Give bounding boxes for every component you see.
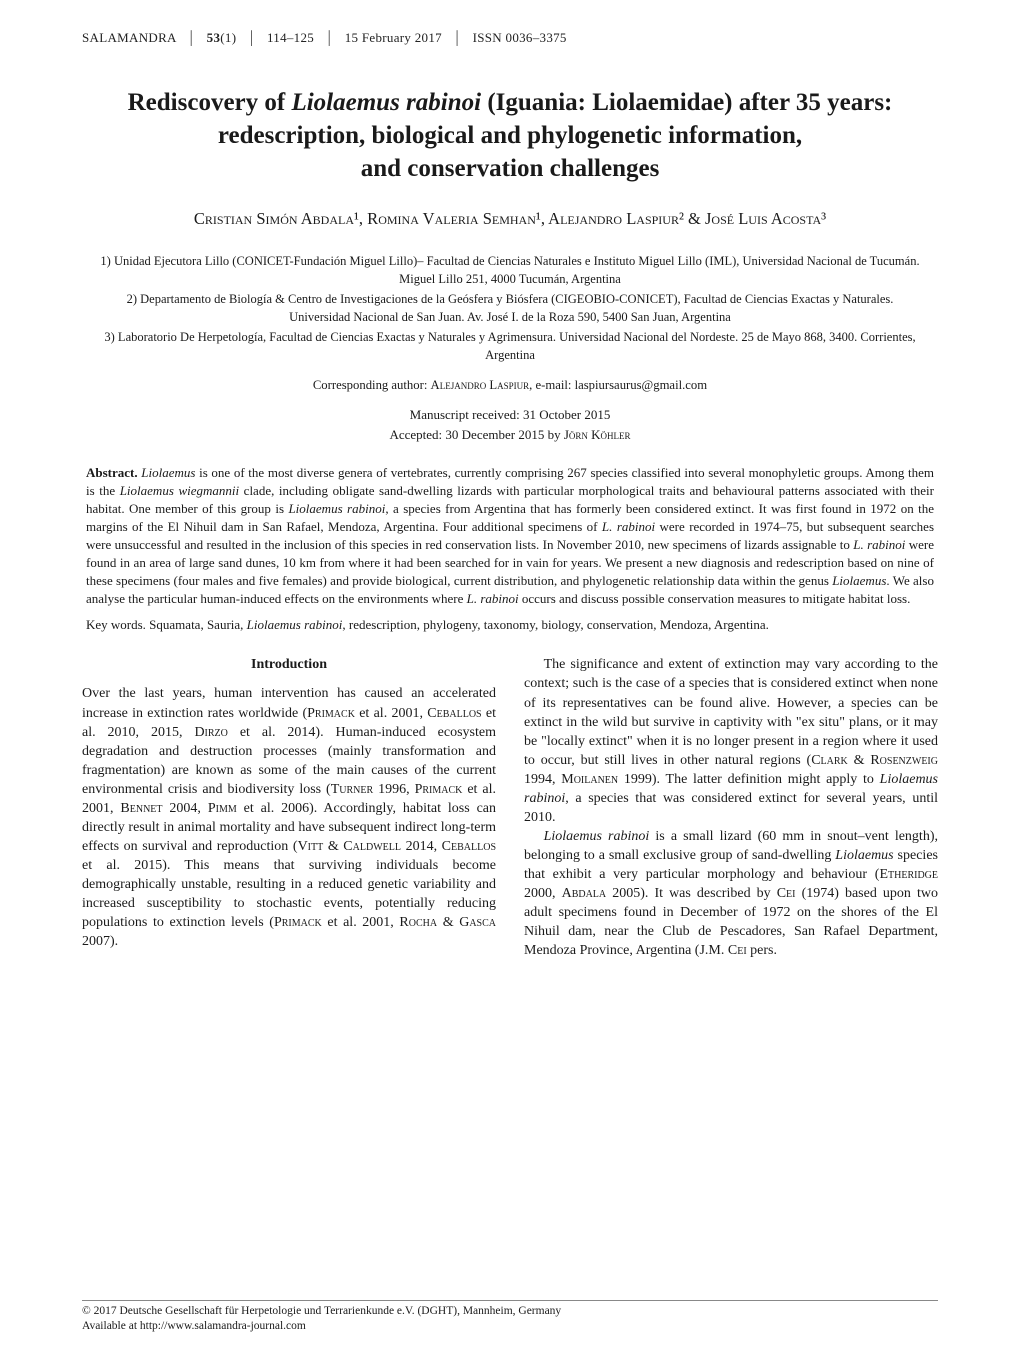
separator: │	[247, 30, 257, 46]
separator: │	[453, 30, 463, 46]
two-column-body: Introduction Over the last years, human …	[82, 655, 938, 960]
footer-copyright: © 2017 Deutsche Gesellschaft für Herpeto…	[82, 1305, 561, 1317]
issn: ISSN 0036–3375	[473, 30, 567, 45]
date-received: Manuscript received: 31 October 2015	[410, 407, 611, 422]
section-heading-introduction: Introduction	[82, 655, 496, 674]
page-footer: © 2017 Deutsche Gesellschaft für Herpeto…	[82, 1300, 938, 1335]
manuscript-dates: Manuscript received: 31 October 2015 Acc…	[82, 405, 938, 444]
separator: │	[187, 30, 197, 46]
issue: (1)	[220, 30, 236, 45]
body-paragraph: The significance and extent of extinctio…	[524, 655, 938, 826]
keywords: Key words. Squamata, Sauria, Liolaemus r…	[86, 616, 934, 634]
article-title: Rediscovery of Liolaemus rabinoi (Iguani…	[122, 86, 898, 185]
corresponding-author: Corresponding author: Alejandro Laspiur,…	[82, 378, 938, 393]
affiliation-3: 3) Laboratorio De Herpetología, Facultad…	[98, 329, 922, 364]
page: SALAMANDRA │ 53(1) │ 114–125 │ 15 Februa…	[0, 0, 1020, 1359]
journal-name: SALAMANDRA	[82, 30, 176, 45]
volume-bold: 53	[207, 30, 221, 45]
affiliations: 1) Unidad Ejecutora Lillo (CONICET-Funda…	[98, 253, 922, 364]
page-range: 114–125	[267, 30, 314, 45]
abstract: Abstract. Liolaemus is one of the most d…	[86, 464, 934, 608]
abstract-label: Abstract.	[86, 465, 138, 480]
running-head: SALAMANDRA │ 53(1) │ 114–125 │ 15 Februa…	[82, 30, 938, 46]
body-paragraph: Liolaemus rabinoi is a small lizard (60 …	[524, 827, 938, 960]
publication-date: 15 February 2017	[345, 30, 442, 45]
affiliation-1: 1) Unidad Ejecutora Lillo (CONICET-Funda…	[98, 253, 922, 288]
footer-availability: Available at http://www.salamandra-journ…	[82, 1320, 306, 1332]
body-paragraph: Over the last years, human intervention …	[82, 684, 496, 950]
affiliation-2: 2) Departamento de Biología & Centro de …	[98, 291, 922, 326]
author-line: Cristian Simón Abdala¹, Romina Valeria S…	[82, 209, 938, 229]
separator: │	[325, 30, 335, 46]
